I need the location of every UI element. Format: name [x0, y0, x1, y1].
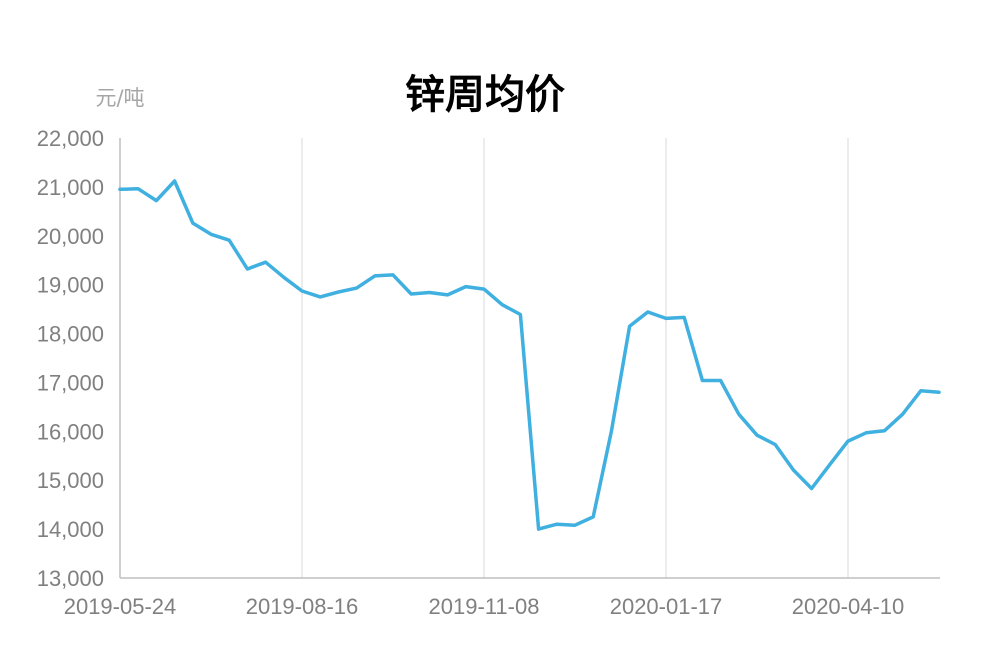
axes: [119, 138, 940, 579]
y-tick-label: 22,000: [37, 126, 104, 151]
y-tick-label: 15,000: [37, 468, 104, 493]
chart-title: 锌周均价: [405, 72, 565, 118]
y-tick-label: 21,000: [37, 175, 104, 200]
x-tick-label: 2019-08-16: [246, 594, 359, 619]
x-tick-label: 2019-11-08: [429, 594, 540, 619]
y-tick-label: 18,000: [37, 322, 104, 347]
y-axis-unit: 元/吨: [95, 86, 144, 110]
series: [118, 179, 941, 531]
x-tick-labels: 2019-05-24 2019-08-16 2019-11-08 2020-01-17…: [64, 594, 905, 619]
y-tick-labels: 13,000 14,000 15,000 16,000 17,000 18,000 19,0…: [37, 126, 104, 591]
x-tick-label: 2020-04-10: [792, 594, 905, 619]
y-tick-label: 14,000: [37, 517, 104, 542]
series-line: [118, 179, 941, 531]
y-tick-label: 13,000: [37, 566, 104, 591]
y-tick-label: 20,000: [37, 224, 104, 249]
gridlines: [301, 138, 849, 578]
x-tick-label: 2019-05-24: [64, 594, 177, 619]
y-tick-label: 17,000: [37, 370, 104, 395]
x-tick-label: 2020-01-17: [610, 594, 723, 619]
y-tick-label: 19,000: [37, 273, 104, 298]
y-tick-label: 16,000: [37, 419, 104, 444]
